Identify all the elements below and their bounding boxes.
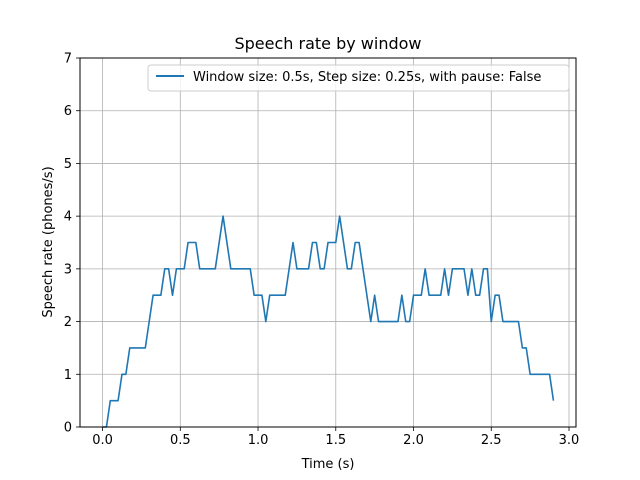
x-tick-label: 0.5 — [170, 433, 191, 448]
legend-entry-label: Window size: 0.5s, Step size: 0.25s, wit… — [193, 70, 541, 85]
y-tick-label: 0 — [64, 421, 72, 436]
chart-title: Speech rate by window — [234, 34, 421, 53]
plot-area-frame — [79, 57, 577, 428]
x-axis-ticks: 0.0 0.5 1.0 1.5 2.0 2.5 3.0 — [92, 427, 579, 448]
y-axis-label: Speech rate (phones/s) — [41, 166, 56, 317]
y-tick-label: 1 — [64, 368, 72, 383]
y-axis-ticks: 0 1 2 3 4 5 6 7 — [64, 52, 80, 436]
x-tick-label: 3.0 — [559, 433, 580, 448]
x-tick-label: 0.0 — [92, 433, 113, 448]
x-tick-label: 1.0 — [248, 433, 269, 448]
legend-box — [147, 64, 570, 92]
y-tick-label: 2 — [64, 315, 72, 330]
x-tick-label: 1.5 — [325, 433, 346, 448]
y-tick-label: 3 — [64, 262, 72, 277]
y-tick-label: 5 — [64, 157, 72, 172]
legend: Window size: 0.5s, Step size: 0.25s, wit… — [147, 64, 570, 92]
series-layer — [102, 215, 555, 428]
y-tick-label: 6 — [64, 104, 72, 119]
y-tick-label: 4 — [64, 210, 72, 225]
series-line — [102, 215, 555, 428]
x-tick-label: 2.0 — [403, 433, 424, 448]
x-tick-label: 2.5 — [481, 433, 502, 448]
x-axis-label: Time (s) — [301, 457, 355, 472]
y-tick-label: 7 — [64, 52, 72, 67]
